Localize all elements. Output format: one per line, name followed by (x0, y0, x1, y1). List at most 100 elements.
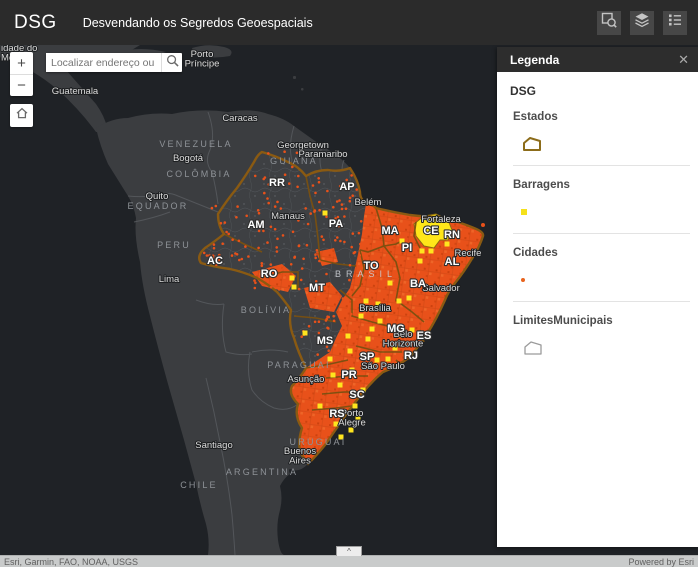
legend-panel-header: Legenda ✕ (497, 47, 698, 72)
legend-body: DSG Estados Barragens Cidades LimitesMun… (497, 84, 698, 369)
home-button[interactable] (10, 104, 33, 127)
map-label-state: PR (341, 369, 356, 381)
legend-divider (513, 233, 690, 234)
map-label-city: Fortaleza (421, 214, 461, 225)
zoom-in-button[interactable]: + (17, 54, 26, 72)
limites-polygon-symbol (521, 338, 690, 358)
search-box (46, 53, 182, 72)
map-label-state: PA (329, 218, 344, 230)
search-input[interactable] (46, 53, 161, 72)
basemap-gallery-icon (601, 12, 617, 33)
map-label-city: Manaus (271, 211, 305, 222)
map-label-state: AM (247, 219, 264, 231)
legend-divider (513, 165, 690, 166)
map-labels: VENEZUELA COLÔMBIA GUIANA EQUADOR PERU BOLÍVI… (0, 45, 482, 490)
map-label-city: Porto Príncipe (185, 49, 220, 70)
map-label-city: Georgetown (277, 140, 329, 151)
dense-municipalities (252, 204, 484, 464)
map-label-state: MA (381, 225, 398, 237)
map-label-country: PERU (157, 240, 191, 250)
legend-icon (667, 12, 683, 33)
map-label-country: BOLÍVIA (241, 305, 291, 315)
brazil-outline (198, 150, 485, 466)
map-label-country: URUGUAI (290, 437, 347, 447)
offshore-city-dot (481, 223, 485, 227)
map-label-city: Caracas (222, 113, 258, 124)
home-icon (15, 106, 29, 125)
map-label-state: AL (445, 256, 460, 268)
app-header: DSG Desvendando os Segredos Geoespaciais (0, 0, 698, 45)
map-label-state: SC (349, 389, 364, 401)
estados-polygon-symbol (521, 134, 690, 154)
barragens-squares (289, 210, 450, 440)
map-label-state: MG (387, 323, 405, 335)
map-label-state: ES (417, 330, 432, 342)
powered-by: Powered by Esri (628, 556, 694, 567)
map-label-country: PARAGUAI (267, 360, 330, 370)
map-label-state: RO (261, 268, 278, 280)
map-label-city: Lima (159, 274, 180, 285)
legend-button[interactable] (663, 10, 687, 35)
attribution-expand-button[interactable]: ^ (336, 546, 362, 556)
map-label-city: Asunção (288, 374, 325, 385)
map-label-country: GUIANA (270, 156, 318, 166)
map-label-country: VENEZUELA (159, 139, 232, 149)
map-label-city: Guatemala (52, 86, 99, 97)
map-canvas[interactable]: VENEZUELA COLÔMBIA GUIANA EQUADOR PERU BOLÍVI… (0, 45, 698, 555)
cidades-dots (202, 150, 485, 368)
map-label-state: RR (269, 177, 285, 189)
map-label-state: SP (360, 351, 375, 363)
layers-icon (634, 12, 650, 33)
map-label-country: EQUADOR (128, 201, 189, 211)
legend-item-label: LimitesMunicipais (513, 315, 613, 327)
legend-item-label: Estados (513, 111, 558, 123)
legend-divider (513, 301, 690, 302)
attribution-sources: Esri, Garmin, FAO, NOAA, USGS (4, 556, 139, 567)
map-label-state: MS (317, 335, 334, 347)
map-label-city: Buenos Aires (284, 446, 316, 467)
layers-button[interactable] (630, 10, 654, 35)
map-label-city: Bogotá (173, 153, 204, 164)
search-button[interactable] (161, 53, 182, 72)
close-icon[interactable]: ✕ (678, 52, 689, 67)
zoom-out-button[interactable]: − (10, 74, 33, 96)
map-label-city: Belém (355, 197, 382, 208)
legend-item-cidades: Cidades (497, 234, 698, 301)
legend-item-barragens: Barragens (497, 166, 698, 233)
map-label-country: CHILE (180, 480, 218, 490)
map-label-city: Quito (146, 191, 169, 202)
map-label-state: PI (402, 242, 412, 254)
app-title: Desvendando os Segredos Geoespaciais (82, 15, 313, 30)
map-label-state: TO (363, 260, 379, 272)
legend-panel: Legenda ✕ DSG Estados Barragens Cidades (497, 47, 698, 547)
map-label-state: RS (329, 408, 344, 420)
basemap-gallery-button[interactable] (597, 10, 621, 35)
map-label-state: AP (339, 181, 354, 193)
map-label-city: Paramaribo (298, 149, 347, 160)
legend-item-label: Cidades (513, 247, 558, 259)
map-label-state: AC (207, 255, 223, 267)
map-label-country: ARGENTINA (226, 467, 298, 477)
map-label-city: Belo Horizonte (383, 329, 424, 350)
map-label-country: COLÔMBIA (166, 169, 231, 179)
map-label-country: BRASIL (335, 269, 397, 279)
map-label-city: Porto Alegre (338, 408, 365, 429)
legend-item-estados: Estados (497, 98, 698, 165)
map-label-state: RJ (404, 350, 418, 362)
cidades-dot-symbol (521, 270, 690, 290)
map-label-city: São Paulo (361, 361, 405, 372)
map-svg[interactable]: VENEZUELA COLÔMBIA GUIANA EQUADOR PERU BOLÍVI… (0, 45, 698, 555)
barragens-square-symbol (521, 202, 690, 222)
legend-item-limites: LimitesMunicipais (497, 302, 698, 369)
attribution-bar: Esri, Garmin, FAO, NOAA, USGS ^ Powered … (0, 546, 698, 567)
map-label-state: BA (410, 278, 426, 290)
ceara-yellow-patch (413, 213, 453, 249)
map-label-state: CE (423, 225, 438, 237)
app-logo: DSG (14, 11, 57, 33)
zoom-widget: + − (10, 52, 33, 96)
header-actions (597, 10, 687, 35)
map-label-city: Salvador (422, 283, 460, 294)
legend-group-title: DSG (510, 84, 537, 98)
search-icon (166, 54, 179, 72)
legend-item-label: Barragens (513, 179, 570, 191)
